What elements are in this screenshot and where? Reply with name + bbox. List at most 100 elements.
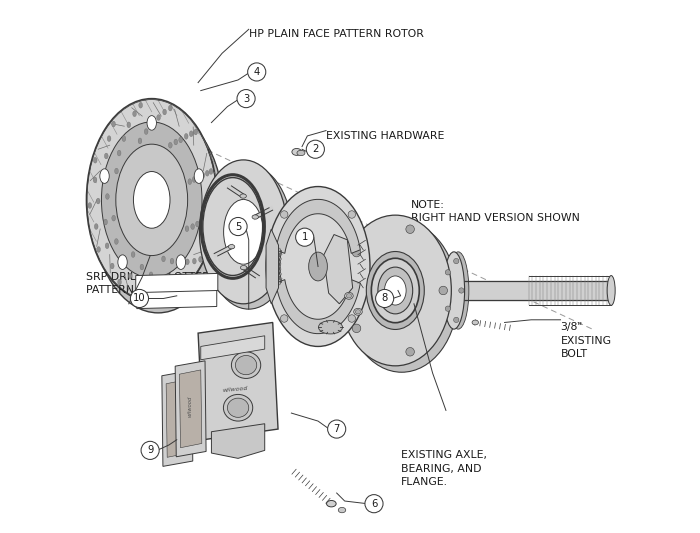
Polygon shape: [323, 235, 353, 304]
Ellipse shape: [211, 214, 215, 220]
Ellipse shape: [139, 102, 143, 108]
Ellipse shape: [240, 194, 246, 198]
Ellipse shape: [104, 153, 108, 159]
Ellipse shape: [128, 273, 132, 279]
Ellipse shape: [201, 173, 204, 178]
Polygon shape: [166, 379, 188, 457]
Text: SRP DRILLED/SLOTTED
PATTERN ROTOR: SRP DRILLED/SLOTTED PATTERN ROTOR: [86, 272, 211, 295]
Ellipse shape: [472, 320, 479, 325]
Text: EXISTING AXLE,
BEARING, AND
FLANGE.: EXISTING AXLE, BEARING, AND FLANGE.: [400, 450, 486, 487]
Text: 9: 9: [147, 446, 153, 455]
Ellipse shape: [127, 122, 131, 128]
Text: 2: 2: [312, 144, 318, 154]
Ellipse shape: [111, 263, 114, 269]
Ellipse shape: [118, 255, 127, 270]
Text: EXISTING HARDWARE: EXISTING HARDWARE: [326, 131, 444, 141]
Circle shape: [445, 270, 451, 275]
Text: 10: 10: [133, 294, 146, 303]
Ellipse shape: [205, 165, 293, 309]
Circle shape: [141, 441, 159, 459]
Circle shape: [454, 259, 459, 264]
Circle shape: [439, 286, 447, 295]
Circle shape: [237, 90, 255, 108]
Ellipse shape: [150, 122, 154, 128]
Circle shape: [458, 288, 464, 293]
Circle shape: [248, 63, 266, 81]
Ellipse shape: [178, 258, 181, 264]
Ellipse shape: [186, 259, 189, 265]
Ellipse shape: [167, 283, 171, 289]
Ellipse shape: [133, 111, 136, 117]
Ellipse shape: [157, 115, 160, 120]
Ellipse shape: [169, 142, 172, 148]
Ellipse shape: [228, 245, 235, 249]
Ellipse shape: [371, 259, 419, 322]
Circle shape: [376, 289, 393, 308]
Circle shape: [454, 317, 459, 322]
Ellipse shape: [206, 217, 210, 223]
Ellipse shape: [158, 279, 162, 285]
Ellipse shape: [223, 394, 253, 421]
Ellipse shape: [184, 133, 188, 139]
Circle shape: [307, 140, 324, 158]
Ellipse shape: [199, 160, 288, 304]
Polygon shape: [136, 289, 217, 309]
Text: 8: 8: [382, 294, 388, 303]
Ellipse shape: [102, 122, 202, 278]
Circle shape: [352, 324, 361, 333]
Ellipse shape: [93, 110, 223, 313]
Circle shape: [295, 228, 314, 246]
Ellipse shape: [346, 222, 458, 372]
Text: HP PLAIN FACE PATTERN ROTOR: HP PLAIN FACE PATTERN ROTOR: [248, 29, 424, 39]
Ellipse shape: [118, 150, 121, 156]
Ellipse shape: [228, 398, 248, 417]
Polygon shape: [136, 273, 218, 293]
Ellipse shape: [132, 252, 135, 257]
Ellipse shape: [121, 257, 125, 263]
Ellipse shape: [178, 137, 183, 143]
Ellipse shape: [340, 215, 452, 366]
Polygon shape: [276, 280, 360, 334]
Ellipse shape: [86, 99, 217, 301]
Ellipse shape: [169, 105, 172, 111]
Ellipse shape: [116, 144, 188, 256]
Ellipse shape: [188, 179, 192, 184]
Ellipse shape: [447, 252, 469, 329]
Text: wilwood: wilwood: [188, 395, 193, 417]
Ellipse shape: [189, 131, 193, 136]
Ellipse shape: [232, 352, 260, 378]
Ellipse shape: [191, 224, 195, 230]
Text: 5: 5: [235, 222, 241, 231]
Ellipse shape: [378, 267, 413, 314]
Ellipse shape: [199, 256, 202, 262]
Ellipse shape: [100, 169, 109, 183]
Ellipse shape: [122, 136, 126, 142]
Ellipse shape: [194, 129, 197, 135]
Ellipse shape: [104, 173, 108, 179]
Ellipse shape: [144, 128, 148, 134]
Ellipse shape: [115, 168, 118, 174]
Ellipse shape: [384, 276, 406, 305]
Circle shape: [365, 495, 383, 513]
Ellipse shape: [147, 116, 156, 130]
Text: 7: 7: [333, 424, 340, 434]
Circle shape: [445, 306, 451, 311]
Ellipse shape: [196, 175, 200, 181]
Text: 3/8"
EXISTING
BOLT: 3/8" EXISTING BOLT: [561, 322, 612, 359]
Ellipse shape: [112, 121, 116, 127]
Ellipse shape: [193, 258, 196, 264]
Circle shape: [229, 217, 247, 236]
Polygon shape: [175, 361, 206, 457]
Ellipse shape: [112, 215, 116, 221]
Ellipse shape: [292, 149, 302, 156]
Ellipse shape: [223, 199, 263, 264]
Polygon shape: [179, 370, 202, 448]
Ellipse shape: [174, 139, 178, 145]
Ellipse shape: [162, 256, 165, 262]
Ellipse shape: [309, 252, 328, 281]
Ellipse shape: [134, 172, 170, 228]
Ellipse shape: [94, 224, 98, 229]
Circle shape: [352, 248, 361, 257]
Ellipse shape: [137, 285, 141, 290]
Ellipse shape: [93, 157, 97, 163]
